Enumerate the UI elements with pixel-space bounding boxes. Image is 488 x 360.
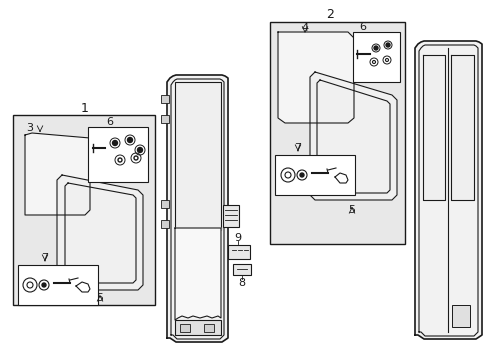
Bar <box>227 245 249 259</box>
Bar <box>175 82 221 230</box>
Bar <box>161 115 169 123</box>
Polygon shape <box>175 228 221 320</box>
Text: 1: 1 <box>81 102 89 114</box>
Bar <box>223 205 239 227</box>
Circle shape <box>112 140 117 145</box>
Bar <box>232 264 250 275</box>
Polygon shape <box>25 133 90 215</box>
Circle shape <box>42 283 46 287</box>
Bar <box>451 305 469 327</box>
Polygon shape <box>167 75 227 342</box>
Text: 5: 5 <box>348 205 355 215</box>
Bar <box>180 324 190 332</box>
Bar <box>161 200 169 208</box>
Bar <box>13 115 155 305</box>
Text: 7: 7 <box>41 253 48 263</box>
Text: 8: 8 <box>238 278 245 288</box>
Circle shape <box>127 138 132 143</box>
Text: 6: 6 <box>359 22 366 32</box>
Polygon shape <box>57 175 142 290</box>
Text: 5: 5 <box>96 293 103 303</box>
Text: 3: 3 <box>26 123 34 133</box>
Polygon shape <box>278 32 353 123</box>
Bar <box>88 127 148 182</box>
Circle shape <box>373 46 377 50</box>
Circle shape <box>137 148 142 153</box>
Polygon shape <box>422 55 444 200</box>
Bar <box>175 320 221 335</box>
Polygon shape <box>450 55 473 200</box>
Polygon shape <box>309 72 396 200</box>
Text: 6: 6 <box>106 117 113 127</box>
Bar <box>274 155 354 195</box>
Bar <box>18 265 98 305</box>
Text: 2: 2 <box>325 8 333 21</box>
Bar <box>203 324 214 332</box>
Bar <box>352 32 399 82</box>
Text: 9: 9 <box>234 233 241 243</box>
Bar <box>161 95 169 103</box>
Bar <box>161 220 169 228</box>
Polygon shape <box>414 41 481 339</box>
Circle shape <box>299 173 304 177</box>
Text: 7: 7 <box>294 143 301 153</box>
Circle shape <box>385 43 389 47</box>
Bar <box>269 22 404 244</box>
Text: 4: 4 <box>301 23 308 33</box>
